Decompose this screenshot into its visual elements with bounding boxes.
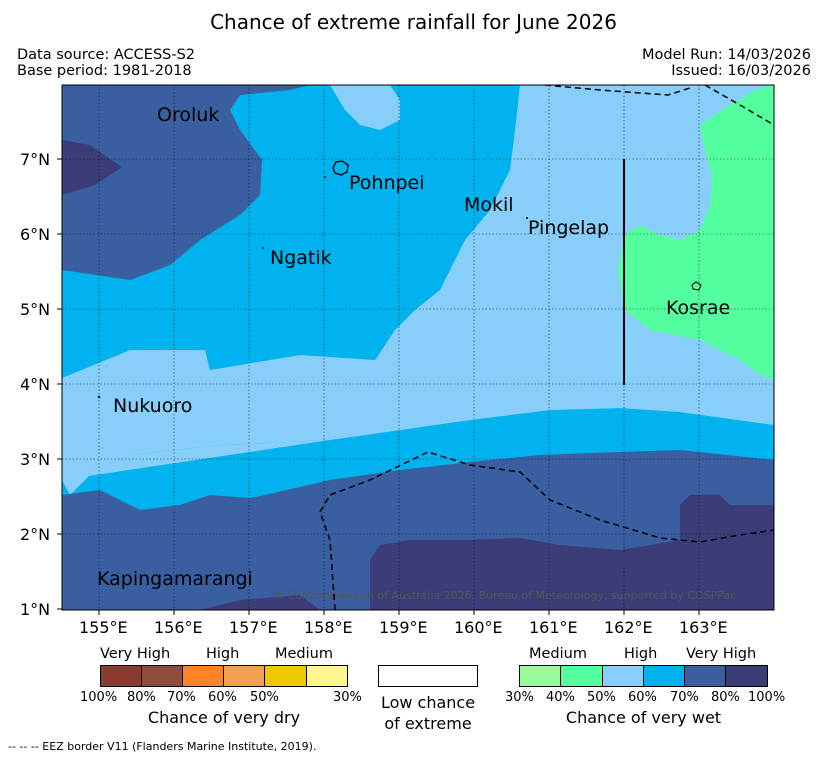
kosrae-island [691, 281, 702, 291]
copyright-notice: © Commonwealth of Australia 2026, Bureau… [273, 589, 737, 602]
lat-tick: 3°N [20, 450, 51, 469]
wet-caption: Chance of very wet [565, 708, 722, 727]
wet-pct: 50% [587, 690, 616, 705]
band-50-60-south [62, 378, 774, 495]
wet-swatch-60-70 [643, 665, 685, 687]
low-chance-swatch [378, 665, 478, 687]
lon-tick: 156°E [154, 618, 203, 637]
lon-tick: 162°E [604, 618, 653, 637]
band-80-100-west [62, 140, 122, 195]
place-ngatik: Ngatik [270, 247, 332, 269]
band-80-100-south [370, 495, 774, 610]
wet-pct: 70% [670, 690, 699, 705]
place-pingelap: Pingelap [528, 217, 610, 239]
band-70-80-west [62, 85, 310, 280]
eez-border [319, 85, 774, 610]
dry-caption: Chance of very dry [147, 708, 301, 727]
place-oroluk: Oroluk [157, 104, 220, 126]
dry-swatch-70-80 [141, 665, 183, 687]
wet-swatch-70-80 [684, 665, 726, 687]
wet-pct: 30% [505, 690, 534, 705]
island-dot [324, 176, 326, 178]
lat-tick: 2°N [20, 525, 51, 544]
lat-tick: 7°N [20, 150, 51, 169]
place-nukuoro: Nukuoro [113, 395, 193, 417]
low-chance-line1: Low chance [380, 693, 476, 712]
wet-swatch-30-40 [519, 665, 561, 687]
place-pohnpei: Pohnpei [349, 172, 425, 194]
lat-tick: 4°N [20, 375, 51, 394]
dry-swatch-30-40 [306, 665, 348, 687]
wet-pct: 60% [628, 690, 657, 705]
wet-level-very-high: Very High [686, 646, 757, 662]
wet-level-high: High [624, 646, 658, 662]
wet-level-medium: Medium [529, 646, 587, 662]
place-mokil: Mokil [464, 194, 514, 216]
dry-pct: 70% [167, 690, 196, 705]
issued-label: Issued: 16/03/2026 [671, 63, 811, 79]
place-kosrae: Kosrae [666, 297, 731, 319]
lon-tick: 157°E [229, 618, 278, 637]
nukuoro-dot [97, 395, 101, 399]
lon-tick: 158°E [304, 618, 353, 637]
wet-swatch-40-50 [560, 665, 603, 687]
plot-frame [61, 84, 775, 611]
wet-pct: 40% [546, 690, 575, 705]
wet-swatch-50-60 [602, 665, 644, 687]
data-source-label: Data source: ACCESS-S2 [17, 47, 196, 63]
wet-pct: 100% [748, 690, 786, 705]
lat-tick: 1°N [20, 600, 51, 619]
lon-tick: 159°E [379, 618, 428, 637]
dry-swatch-40-50 [264, 665, 307, 687]
dry-level-high: High [206, 646, 240, 662]
dry-pct: 50% [250, 690, 279, 705]
dry-swatch-80-100 [100, 665, 142, 687]
lon-tick: 163°E [679, 618, 728, 637]
dry-pct: 80% [127, 690, 156, 705]
axis-ticks [57, 158, 700, 615]
lat-tick: 6°N [20, 225, 51, 244]
pohnpei-island [332, 160, 349, 176]
chart-title: Chance of extreme rainfall for June 2026 [210, 10, 617, 34]
low-chance-line2: of extreme [384, 714, 472, 733]
eez-footnote: -- -- -- EEZ border V11 (Flanders Marine… [8, 740, 317, 753]
band-50-60-top [330, 85, 400, 130]
band-80-100-southwest [200, 595, 320, 610]
dry-level-medium: Medium [275, 646, 333, 662]
wet-swatch-80-100 [725, 665, 768, 687]
lon-tick: 155°E [79, 618, 128, 637]
place-kapingamarangi: Kapingamarangi [97, 568, 253, 590]
model-run-label: Model Run: 14/03/2026 [641, 47, 811, 63]
base-period-label: Base period: 1981-2018 [17, 63, 192, 79]
lon-tick: 160°E [454, 618, 503, 637]
dry-pct: 60% [208, 690, 237, 705]
dry-pct: 30% [333, 690, 362, 705]
dry-swatch-50-60 [223, 665, 265, 687]
ngatik-dot [262, 247, 264, 249]
dry-pct: 100% [80, 690, 118, 705]
pingelap-dot [526, 217, 528, 219]
lon-tick: 161°E [529, 618, 578, 637]
dry-swatch-60-70 [182, 665, 224, 687]
dry-level-very-high: Very High [100, 646, 171, 662]
wet-pct: 80% [711, 690, 740, 705]
lat-tick: 5°N [20, 300, 51, 319]
